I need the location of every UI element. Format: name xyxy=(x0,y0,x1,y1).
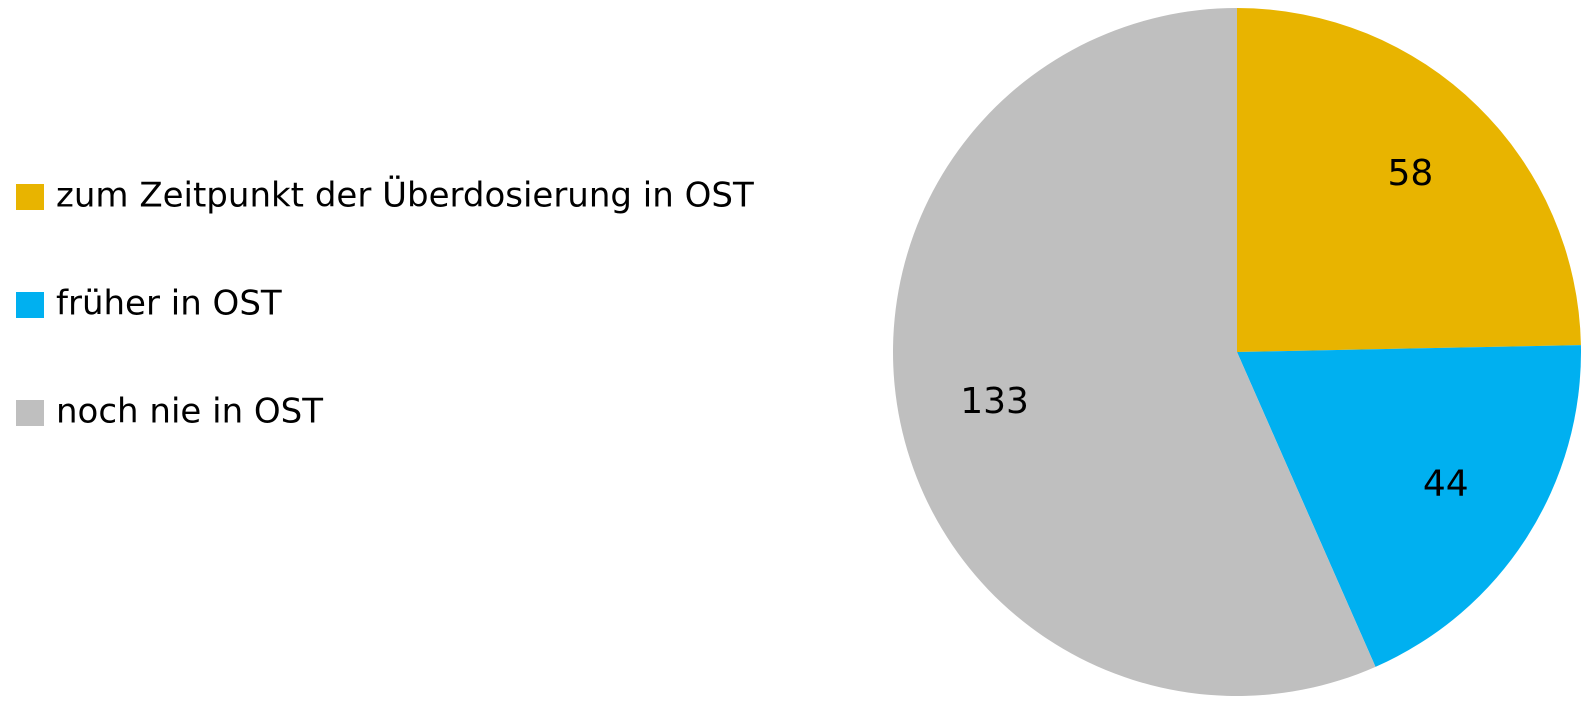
legend-label: noch nie in OST xyxy=(56,392,323,432)
legend-label: früher in OST xyxy=(56,284,282,324)
data-label: 44 xyxy=(1423,463,1469,504)
legend-swatch xyxy=(16,292,44,318)
legend-label: zum Zeitpunkt der Überdosierung in OST xyxy=(56,175,754,216)
legend-swatch xyxy=(16,184,44,210)
data-label: 133 xyxy=(960,381,1029,422)
pie-slice xyxy=(1237,345,1581,667)
data-label: 58 xyxy=(1387,153,1433,194)
pie-slice xyxy=(893,8,1376,696)
pie-slice xyxy=(1237,8,1581,352)
legend-swatch xyxy=(16,400,44,426)
